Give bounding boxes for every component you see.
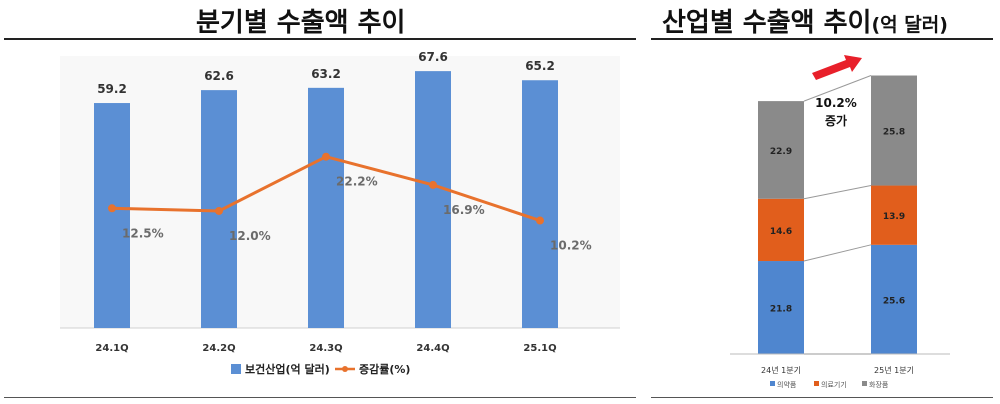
bar-value-label: 59.2 bbox=[97, 82, 127, 96]
bar-value-label: 65.2 bbox=[525, 59, 555, 73]
x-tick-label: 25.1Q bbox=[523, 343, 556, 354]
bar-value-label: 63.2 bbox=[311, 67, 341, 81]
stack-value-label: 25.6 bbox=[883, 296, 905, 306]
x-tick-label: 24.1Q bbox=[95, 343, 128, 354]
stack-connector bbox=[803, 244, 872, 262]
x-tick-label: 24년 1분기 bbox=[761, 365, 801, 375]
stack-의료기기-1 bbox=[871, 185, 917, 245]
annotation-growth-word: 증가 bbox=[825, 113, 847, 128]
growth-rate-point bbox=[322, 152, 330, 161]
stack-화장품-0 bbox=[758, 101, 804, 199]
legend-label-exports: 보건산업(억 달러) bbox=[245, 362, 330, 376]
stack-value-label: 25.8 bbox=[883, 128, 905, 138]
legend-label: 의료기기 bbox=[821, 380, 847, 389]
legend-label: 화장품 bbox=[869, 380, 889, 389]
stack-connector bbox=[803, 75, 872, 102]
growth-rate-point bbox=[215, 206, 223, 215]
right-bottom-rule bbox=[651, 397, 993, 398]
legend-label-growth: 증감률(%) bbox=[359, 362, 410, 376]
stack-화장품-1 bbox=[871, 75, 917, 186]
growth-rate-label: 16.9% bbox=[443, 203, 485, 217]
left-title-underline bbox=[4, 38, 636, 40]
right-title-underline bbox=[651, 38, 993, 40]
growth-rate-label: 22.2% bbox=[336, 175, 378, 189]
growth-rate-point bbox=[536, 216, 544, 225]
right-chart-title-unit: (억 달러) bbox=[871, 14, 948, 36]
stack-의료기기-0 bbox=[758, 198, 804, 262]
x-tick-label: 24.3Q bbox=[309, 343, 342, 354]
growth-rate-point bbox=[429, 180, 437, 189]
stack-의약품-0 bbox=[758, 261, 804, 354]
bar-value-label: 67.6 bbox=[418, 50, 448, 64]
growth-rate-label: 10.2% bbox=[550, 239, 592, 253]
growth-rate-label: 12.5% bbox=[122, 226, 164, 240]
bar-24.1Q bbox=[94, 103, 130, 328]
growth-rate-point bbox=[108, 204, 116, 213]
legend-label: 의약품 bbox=[777, 380, 797, 389]
stack-value-label: 14.6 bbox=[770, 227, 792, 237]
left-bottom-rule bbox=[4, 397, 636, 398]
legend-swatch-exports bbox=[231, 364, 241, 374]
bar-24.3Q bbox=[308, 87, 344, 328]
stack-value-label: 13.9 bbox=[883, 212, 905, 222]
legend-swatch-화장품 bbox=[862, 381, 867, 386]
growth-rate-label: 12.0% bbox=[229, 229, 271, 243]
x-tick-label: 24.2Q bbox=[202, 343, 235, 354]
stack-connector bbox=[803, 185, 872, 200]
stack-value-label: 21.8 bbox=[770, 305, 792, 315]
bar-24.4Q bbox=[415, 71, 451, 329]
annotation-growth-value: 10.2% bbox=[815, 96, 857, 110]
bar-25.1Q bbox=[522, 80, 558, 329]
x-tick-label: 25년 1분기 bbox=[874, 365, 914, 375]
stack-의약품-1 bbox=[871, 244, 917, 354]
bar-value-label: 62.6 bbox=[204, 69, 234, 83]
growth-arrow-icon bbox=[812, 55, 862, 80]
right-chart-title: 산업별 수출액 추이(억 달러) bbox=[662, 2, 948, 39]
legend-swatch-의료기기 bbox=[814, 381, 819, 386]
legend-swatch-의약품 bbox=[770, 381, 775, 386]
left-chart-title: 분기별 수출액 추이 bbox=[196, 8, 406, 38]
right-chart-title-main: 산업별 수출액 추이 bbox=[662, 8, 872, 38]
x-tick-label: 24.4Q bbox=[416, 343, 449, 354]
legend-marker-growth bbox=[342, 366, 348, 372]
stack-value-label: 22.9 bbox=[770, 147, 792, 157]
